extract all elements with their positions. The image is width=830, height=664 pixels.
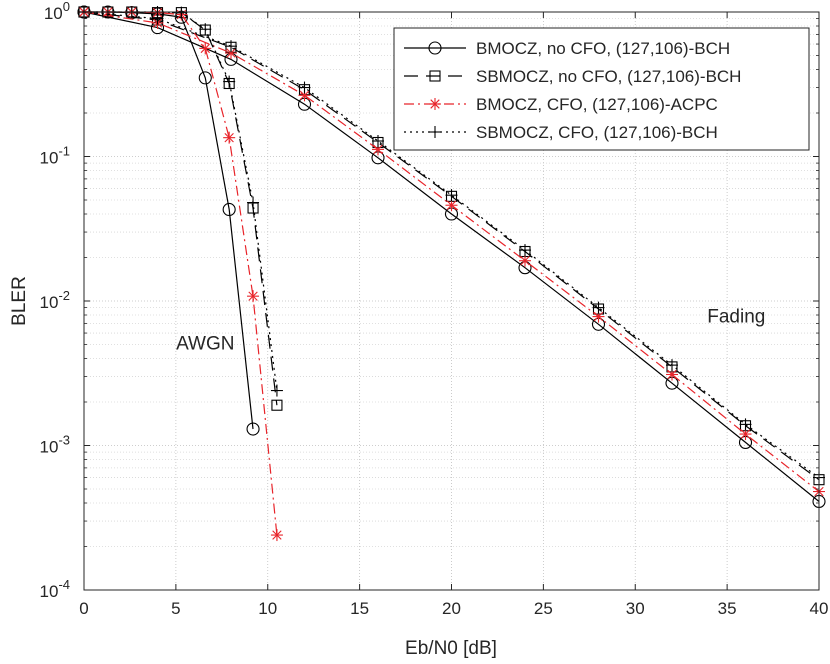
legend-marker xyxy=(429,98,441,110)
annotation-awgn: AWGN xyxy=(176,334,234,355)
data-point-marker xyxy=(199,23,212,36)
x-axis-label: Eb/N0 [dB] xyxy=(405,638,497,659)
data-point-marker xyxy=(151,12,164,25)
data-point-marker xyxy=(270,529,283,542)
y-tick-label: 10-4 xyxy=(40,577,70,601)
y-tick-label: 100 xyxy=(44,0,70,23)
data-point-marker xyxy=(739,418,752,431)
data-point-marker xyxy=(666,368,678,381)
legend-entry: SBMOCZ, CFO, (127,106)-BCH xyxy=(404,123,718,142)
data-point-marker xyxy=(246,422,260,436)
data-point-marker xyxy=(372,135,384,148)
legend-label: BMOCZ, CFO, (127,106)-ACPC xyxy=(476,95,718,114)
x-tick-label: 15 xyxy=(350,599,369,618)
data-point-marker xyxy=(198,71,212,85)
x-tick-label: 30 xyxy=(626,599,645,618)
legend: BMOCZ, no CFO, (127,106)-BCH SBMOCZ, no C… xyxy=(393,27,810,151)
legend-entry: BMOCZ, no CFO, (127,106)-BCH xyxy=(404,39,730,58)
annotations: AWGN Fading xyxy=(176,306,765,354)
data-point-marker xyxy=(270,384,283,397)
x-tick-label: 25 xyxy=(534,599,553,618)
annotation-fading: Fading xyxy=(707,306,765,327)
y-axis-label: BLER xyxy=(9,276,30,326)
data-point-marker xyxy=(298,81,311,94)
data-point-marker xyxy=(225,40,237,53)
data-point-marker xyxy=(223,75,236,88)
x-tick-label: 0 xyxy=(79,599,88,618)
data-point-marker xyxy=(271,399,283,411)
y-tick-label: 10-1 xyxy=(40,144,70,168)
x-tick-label: 35 xyxy=(718,599,737,618)
data-point-marker xyxy=(445,189,458,202)
x-tick-label: 5 xyxy=(171,599,180,618)
data-point-marker xyxy=(175,6,188,19)
data-point-marker xyxy=(519,254,531,267)
y-tick-label: 10-2 xyxy=(40,288,70,312)
x-tick-label: 10 xyxy=(258,599,277,618)
y-tick-label: 10-3 xyxy=(40,433,70,457)
data-point-marker xyxy=(247,290,260,303)
data-point-marker xyxy=(222,202,236,217)
x-tick-label: 20 xyxy=(442,599,461,618)
data-point-marker xyxy=(247,196,260,209)
legend-marker xyxy=(429,70,441,82)
axis-ticks: 0 5 10 15 20 25 30 35 40 100 10-1 10-2 10-3 10-4 xyxy=(40,0,829,618)
series-5-fading xyxy=(78,6,825,498)
data-point-marker xyxy=(666,359,678,372)
legend-marker xyxy=(428,41,442,55)
legend-label: BMOCZ, no CFO, (127,106)-BCH xyxy=(476,39,730,58)
legend-label: SBMOCZ, CFO, (127,106)-BCH xyxy=(476,123,718,142)
grid xyxy=(83,12,820,591)
data-point-marker xyxy=(445,199,458,212)
data-point-marker xyxy=(199,42,212,55)
legend-marker xyxy=(429,126,441,138)
data-point-marker xyxy=(519,244,531,257)
data-point-marker xyxy=(372,143,384,156)
series-line xyxy=(83,11,820,479)
legend-label: SBMOCZ, no CFO, (127,106)-BCH xyxy=(476,67,741,86)
data-point-marker xyxy=(592,301,605,314)
x-tick-label: 40 xyxy=(810,599,829,618)
legend-entry: BMOCZ, CFO, (127,106)-ACPC xyxy=(404,95,718,114)
legend-entry: SBMOCZ, no CFO, (127,106)-BCH xyxy=(404,67,741,86)
data-point-marker xyxy=(223,131,236,144)
